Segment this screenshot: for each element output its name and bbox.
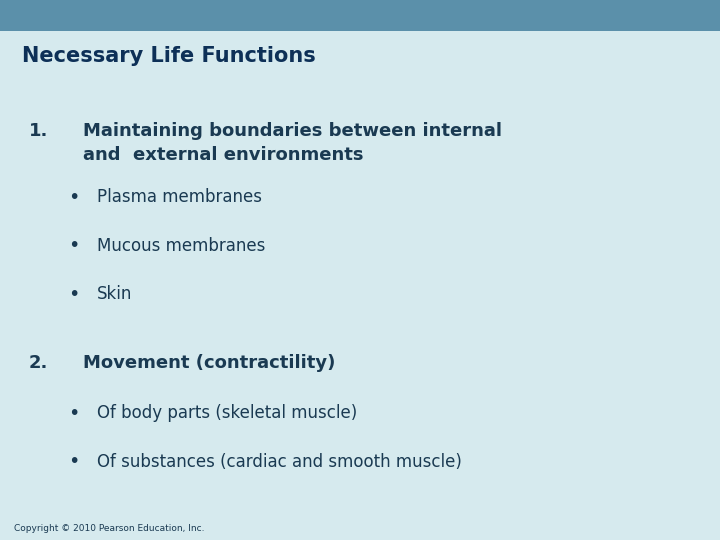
Text: •: • bbox=[68, 452, 80, 471]
Text: Plasma membranes: Plasma membranes bbox=[97, 188, 262, 206]
Text: Movement (contractility): Movement (contractility) bbox=[83, 354, 336, 372]
Text: Necessary Life Functions: Necessary Life Functions bbox=[22, 45, 315, 66]
Text: •: • bbox=[68, 187, 80, 207]
Text: 2.: 2. bbox=[29, 354, 48, 372]
Text: •: • bbox=[68, 236, 80, 255]
Text: Mucous membranes: Mucous membranes bbox=[97, 237, 266, 255]
Text: •: • bbox=[68, 285, 80, 304]
Text: Of body parts (skeletal muscle): Of body parts (skeletal muscle) bbox=[97, 404, 357, 422]
FancyBboxPatch shape bbox=[0, 0, 720, 31]
Text: Copyright © 2010 Pearson Education, Inc.: Copyright © 2010 Pearson Education, Inc. bbox=[14, 524, 205, 532]
Text: Maintaining boundaries between internal
and  external environments: Maintaining boundaries between internal … bbox=[83, 122, 502, 165]
Text: 1.: 1. bbox=[29, 122, 48, 139]
Text: Skin: Skin bbox=[97, 285, 132, 303]
Text: Of substances (cardiac and smooth muscle): Of substances (cardiac and smooth muscle… bbox=[97, 453, 462, 471]
Text: •: • bbox=[68, 403, 80, 423]
